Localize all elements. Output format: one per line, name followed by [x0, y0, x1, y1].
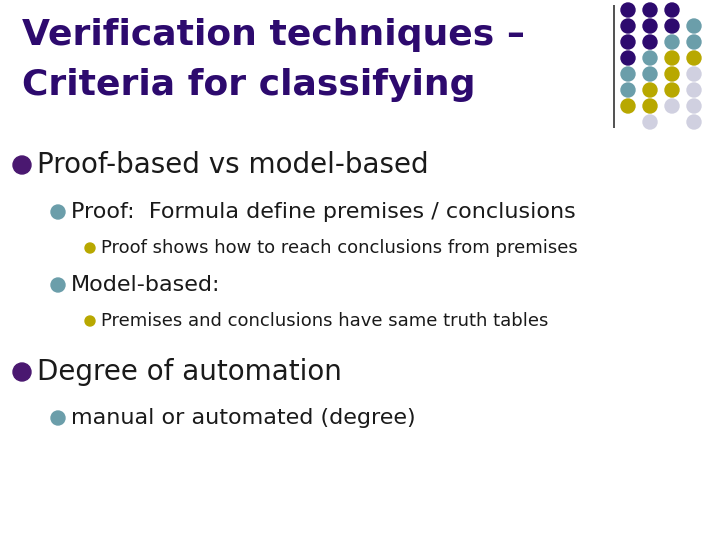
- Circle shape: [665, 99, 679, 113]
- Circle shape: [665, 83, 679, 97]
- Circle shape: [687, 51, 701, 65]
- Circle shape: [621, 83, 635, 97]
- Circle shape: [621, 51, 635, 65]
- Circle shape: [621, 19, 635, 33]
- Circle shape: [621, 67, 635, 81]
- Text: manual or automated (degree): manual or automated (degree): [71, 408, 415, 428]
- Circle shape: [643, 51, 657, 65]
- Circle shape: [665, 19, 679, 33]
- Circle shape: [643, 99, 657, 113]
- Circle shape: [687, 19, 701, 33]
- Circle shape: [51, 411, 65, 425]
- Circle shape: [85, 316, 95, 326]
- Circle shape: [51, 278, 65, 292]
- Text: Proof-based vs model-based: Proof-based vs model-based: [37, 151, 428, 179]
- Circle shape: [643, 67, 657, 81]
- Text: Criteria for classifying: Criteria for classifying: [22, 68, 475, 102]
- Circle shape: [85, 243, 95, 253]
- Text: Model-based:: Model-based:: [71, 275, 220, 295]
- Circle shape: [665, 35, 679, 49]
- Circle shape: [665, 51, 679, 65]
- Circle shape: [665, 3, 679, 17]
- Circle shape: [643, 35, 657, 49]
- Circle shape: [621, 99, 635, 113]
- Circle shape: [687, 35, 701, 49]
- Circle shape: [687, 99, 701, 113]
- Text: Degree of automation: Degree of automation: [37, 358, 342, 386]
- Text: Premises and conclusions have same truth tables: Premises and conclusions have same truth…: [101, 312, 549, 330]
- Text: Verification techniques –: Verification techniques –: [22, 18, 525, 52]
- Circle shape: [687, 83, 701, 97]
- Circle shape: [687, 67, 701, 81]
- Circle shape: [621, 3, 635, 17]
- Circle shape: [621, 35, 635, 49]
- Circle shape: [665, 67, 679, 81]
- Circle shape: [643, 19, 657, 33]
- Circle shape: [13, 156, 31, 174]
- Circle shape: [643, 3, 657, 17]
- Text: Proof shows how to reach conclusions from premises: Proof shows how to reach conclusions fro…: [101, 239, 577, 257]
- Text: Proof:  Formula define premises / conclusions: Proof: Formula define premises / conclus…: [71, 202, 576, 222]
- Circle shape: [643, 83, 657, 97]
- Circle shape: [643, 115, 657, 129]
- Circle shape: [51, 205, 65, 219]
- Circle shape: [687, 115, 701, 129]
- Circle shape: [13, 363, 31, 381]
